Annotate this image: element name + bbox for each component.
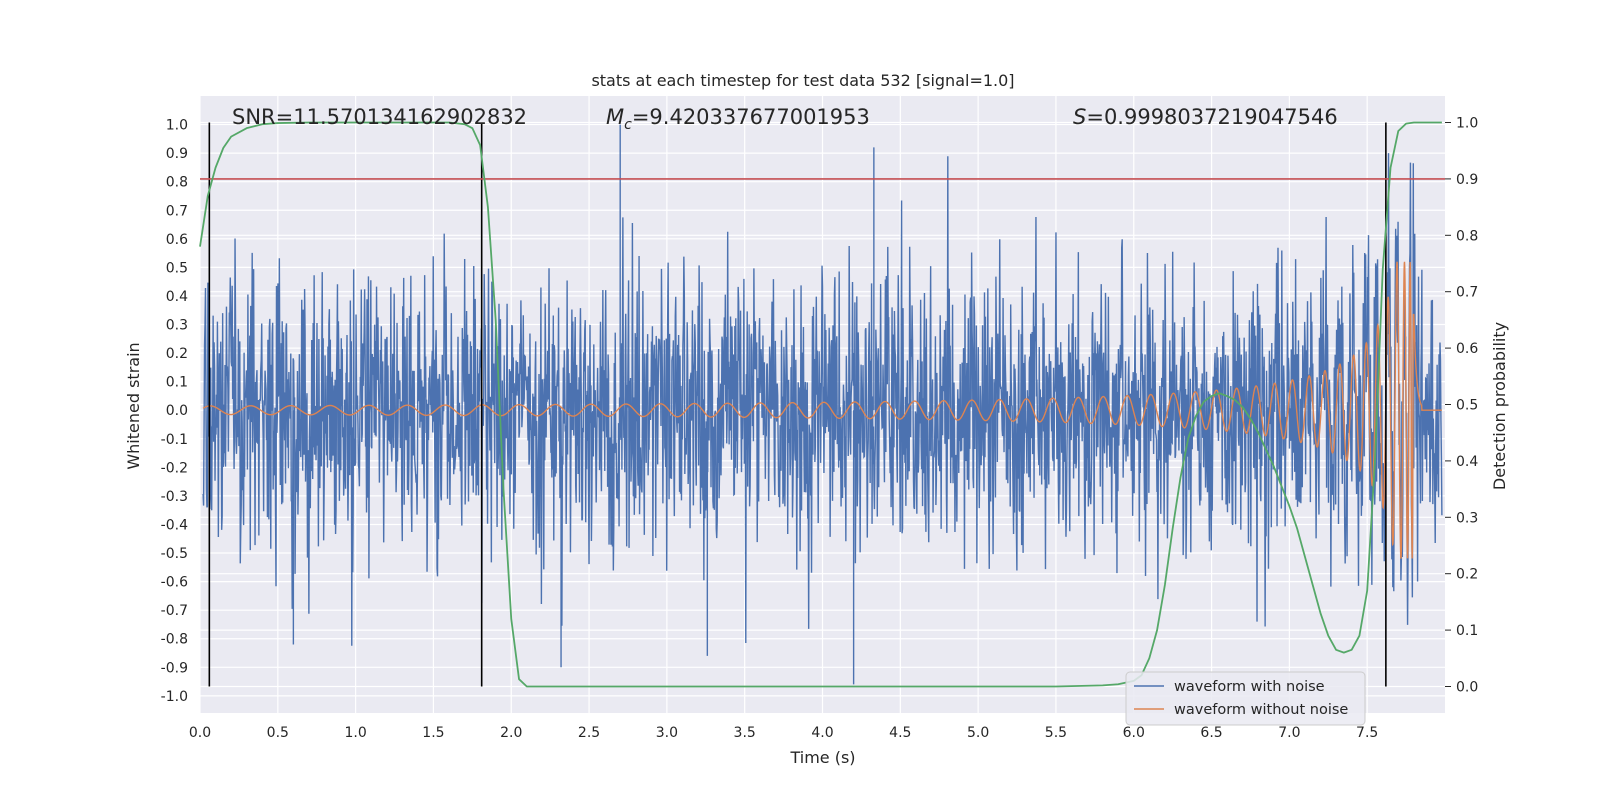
chirp-mass-symbol: M bbox=[606, 105, 624, 129]
y-left-axis-title: Whitened strain bbox=[124, 342, 143, 469]
y-left-tick-label: 0.0 bbox=[166, 403, 188, 419]
y-left-tick-label: 0.1 bbox=[166, 375, 188, 391]
legend-label-clean: waveform without noise bbox=[1174, 702, 1348, 718]
y-left-tick-label: -1.0 bbox=[161, 689, 188, 705]
y-right-tick-label: 0.4 bbox=[1456, 454, 1478, 470]
y-left-axis-ticks: 1.0 0.9 0.8 0.7 0.6 0.5 0.4 0.3 0.2 0.1 0.0 -0.1 -0.… bbox=[161, 118, 188, 705]
y-right-tick-label: 0.2 bbox=[1456, 567, 1478, 583]
x-tick-label: 0.5 bbox=[267, 725, 289, 741]
waveform-without-noise-series bbox=[202, 261, 1442, 559]
segment-boundary-lines bbox=[208, 122, 1387, 687]
score-annotation: S=0.9998037219047546 bbox=[1073, 105, 1338, 129]
x-tick-label: 3.0 bbox=[656, 725, 678, 741]
waveform-without-noise-line bbox=[202, 261, 1442, 559]
y-left-tick-label: -0.1 bbox=[161, 432, 188, 448]
detection-probability-line bbox=[199, 121, 1442, 688]
y-left-tick-label: 0.9 bbox=[166, 146, 188, 162]
y-left-tick-label: -0.5 bbox=[161, 546, 188, 562]
y-left-tick-label: -0.4 bbox=[161, 517, 188, 533]
x-tick-label: 7.0 bbox=[1278, 725, 1300, 741]
x-tick-label: 1.0 bbox=[344, 725, 366, 741]
y-left-tick-label: -0.3 bbox=[161, 489, 188, 505]
legend-label-noise: waveform with noise bbox=[1174, 679, 1325, 695]
y-right-tick-label: 0.8 bbox=[1456, 228, 1478, 244]
x-axis-title: Time (s) bbox=[789, 748, 855, 767]
y-right-tick-label: 1.0 bbox=[1456, 116, 1478, 132]
waveform-with-noise-line bbox=[202, 153, 1443, 646]
chirp-mass-subscript: c bbox=[624, 117, 632, 133]
y-left-tick-label: 0.4 bbox=[166, 289, 188, 305]
chart-title: stats at each timestep for test data 532… bbox=[591, 71, 1014, 90]
y-right-tick-label: 0.9 bbox=[1456, 172, 1478, 188]
x-tick-label: 1.5 bbox=[422, 725, 444, 741]
x-tick-label: 2.5 bbox=[578, 725, 600, 741]
x-tick-label: 6.5 bbox=[1200, 725, 1222, 741]
y-left-tick-label: -0.9 bbox=[161, 660, 188, 676]
y-right-tick-label: 0.6 bbox=[1456, 341, 1478, 357]
y-right-tick-label: 0.7 bbox=[1456, 285, 1478, 301]
y-left-tick-label: -0.6 bbox=[161, 575, 188, 591]
x-tick-label: 4.5 bbox=[889, 725, 911, 741]
y-left-tick-label: 0.6 bbox=[166, 232, 188, 248]
y-left-tick-label: 0.8 bbox=[166, 175, 188, 191]
y-left-tick-label: 0.2 bbox=[166, 346, 188, 362]
y-left-tick-label: 0.3 bbox=[166, 318, 188, 334]
x-tick-label: 0.0 bbox=[189, 725, 211, 741]
x-tick-label: 5.0 bbox=[967, 725, 989, 741]
y-left-tick-label: -0.7 bbox=[161, 603, 188, 619]
y-right-tick-label: 0.5 bbox=[1456, 398, 1478, 414]
detection-probability-series bbox=[199, 121, 1442, 688]
y-left-tick-label: 0.7 bbox=[166, 203, 188, 219]
x-axis-ticks: 0.0 0.5 1.0 1.5 2.0 2.5 3.0 3.5 4.0 4.5 5.0 5.5 6.0 6… bbox=[189, 725, 1378, 741]
y-right-axis-title: Detection probability bbox=[1490, 322, 1509, 490]
x-tick-label: 6.0 bbox=[1123, 725, 1145, 741]
y-left-tick-label: -0.2 bbox=[161, 460, 188, 476]
x-tick-label: 3.5 bbox=[734, 725, 756, 741]
x-tick-label: 7.5 bbox=[1356, 725, 1378, 741]
score-value: =0.9998037219047546 bbox=[1086, 105, 1337, 129]
x-tick-label: 5.5 bbox=[1045, 725, 1067, 741]
y-right-tick-label: 0.3 bbox=[1456, 510, 1478, 526]
score-symbol: S bbox=[1073, 105, 1086, 129]
x-tick-label: 2.0 bbox=[500, 725, 522, 741]
y-left-tick-label: 0.5 bbox=[166, 260, 188, 276]
y-left-tick-label: -0.8 bbox=[161, 632, 188, 648]
snr-annotation: SNR=11.570134162902832 bbox=[232, 105, 527, 129]
chirp-mass-annotation: Mc=9.420337677001953 bbox=[606, 105, 870, 133]
legend: waveform with noise waveform without noi… bbox=[1125, 671, 1366, 726]
y-right-tick-label: 0.1 bbox=[1456, 623, 1478, 639]
y-left-tick-label: 1.0 bbox=[166, 118, 188, 134]
x-tick-label: 4.0 bbox=[811, 725, 833, 741]
chirp-mass-value: =9.420337677001953 bbox=[632, 105, 870, 129]
legend-box bbox=[1125, 671, 1366, 726]
y-right-axis-ticks: 1.0 0.9 0.8 0.7 0.6 0.5 0.4 0.3 0.2 0.1 0.0 bbox=[1445, 116, 1478, 695]
y-right-tick-label: 0.0 bbox=[1456, 679, 1478, 695]
waveform-with-noise-series bbox=[202, 124, 1443, 685]
